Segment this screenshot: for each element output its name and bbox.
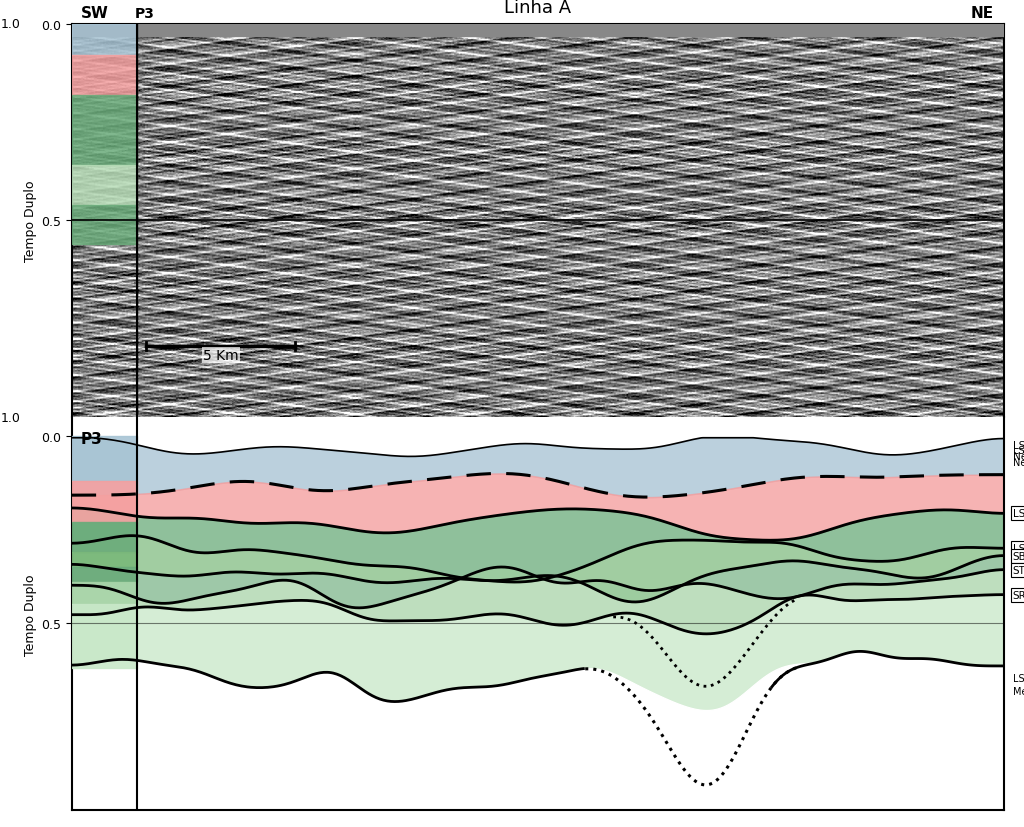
Bar — [72, 17, 1004, 36]
Text: 1.0: 1.0 — [1, 411, 20, 424]
Text: Linha A: Linha A — [504, 0, 571, 17]
Text: P3: P3 — [81, 432, 102, 447]
Text: SRM1: SRM1 — [1013, 590, 1024, 600]
Y-axis label: Tempo Duplo: Tempo Duplo — [25, 180, 37, 262]
Text: NE: NE — [971, 6, 994, 21]
Text: LS3: LS3 — [1013, 509, 1024, 519]
Text: LS4 (Discordância
Neotriássica): LS4 (Discordância Neotriássica) — [1013, 447, 1024, 468]
Text: LS2: LS2 — [1013, 543, 1024, 553]
Text: P3: P3 — [135, 7, 155, 21]
Y-axis label: Tempo Duplo: Tempo Duplo — [25, 573, 37, 655]
Text: 1.0: 1.0 — [1, 18, 20, 31]
Text: SBRF: SBRF — [1013, 551, 1024, 561]
Text: LS4 (Discordância
Neotriássica): LS4 (Discordância Neotriássica) — [1013, 441, 1024, 462]
Text: SW: SW — [81, 6, 109, 21]
Text: LS1 (Discordância
Mesocarbonifera): LS1 (Discordância Mesocarbonifera) — [1013, 674, 1024, 696]
Text: 5 Km: 5 Km — [203, 349, 239, 362]
Text: STMI: STMI — [1013, 565, 1024, 575]
